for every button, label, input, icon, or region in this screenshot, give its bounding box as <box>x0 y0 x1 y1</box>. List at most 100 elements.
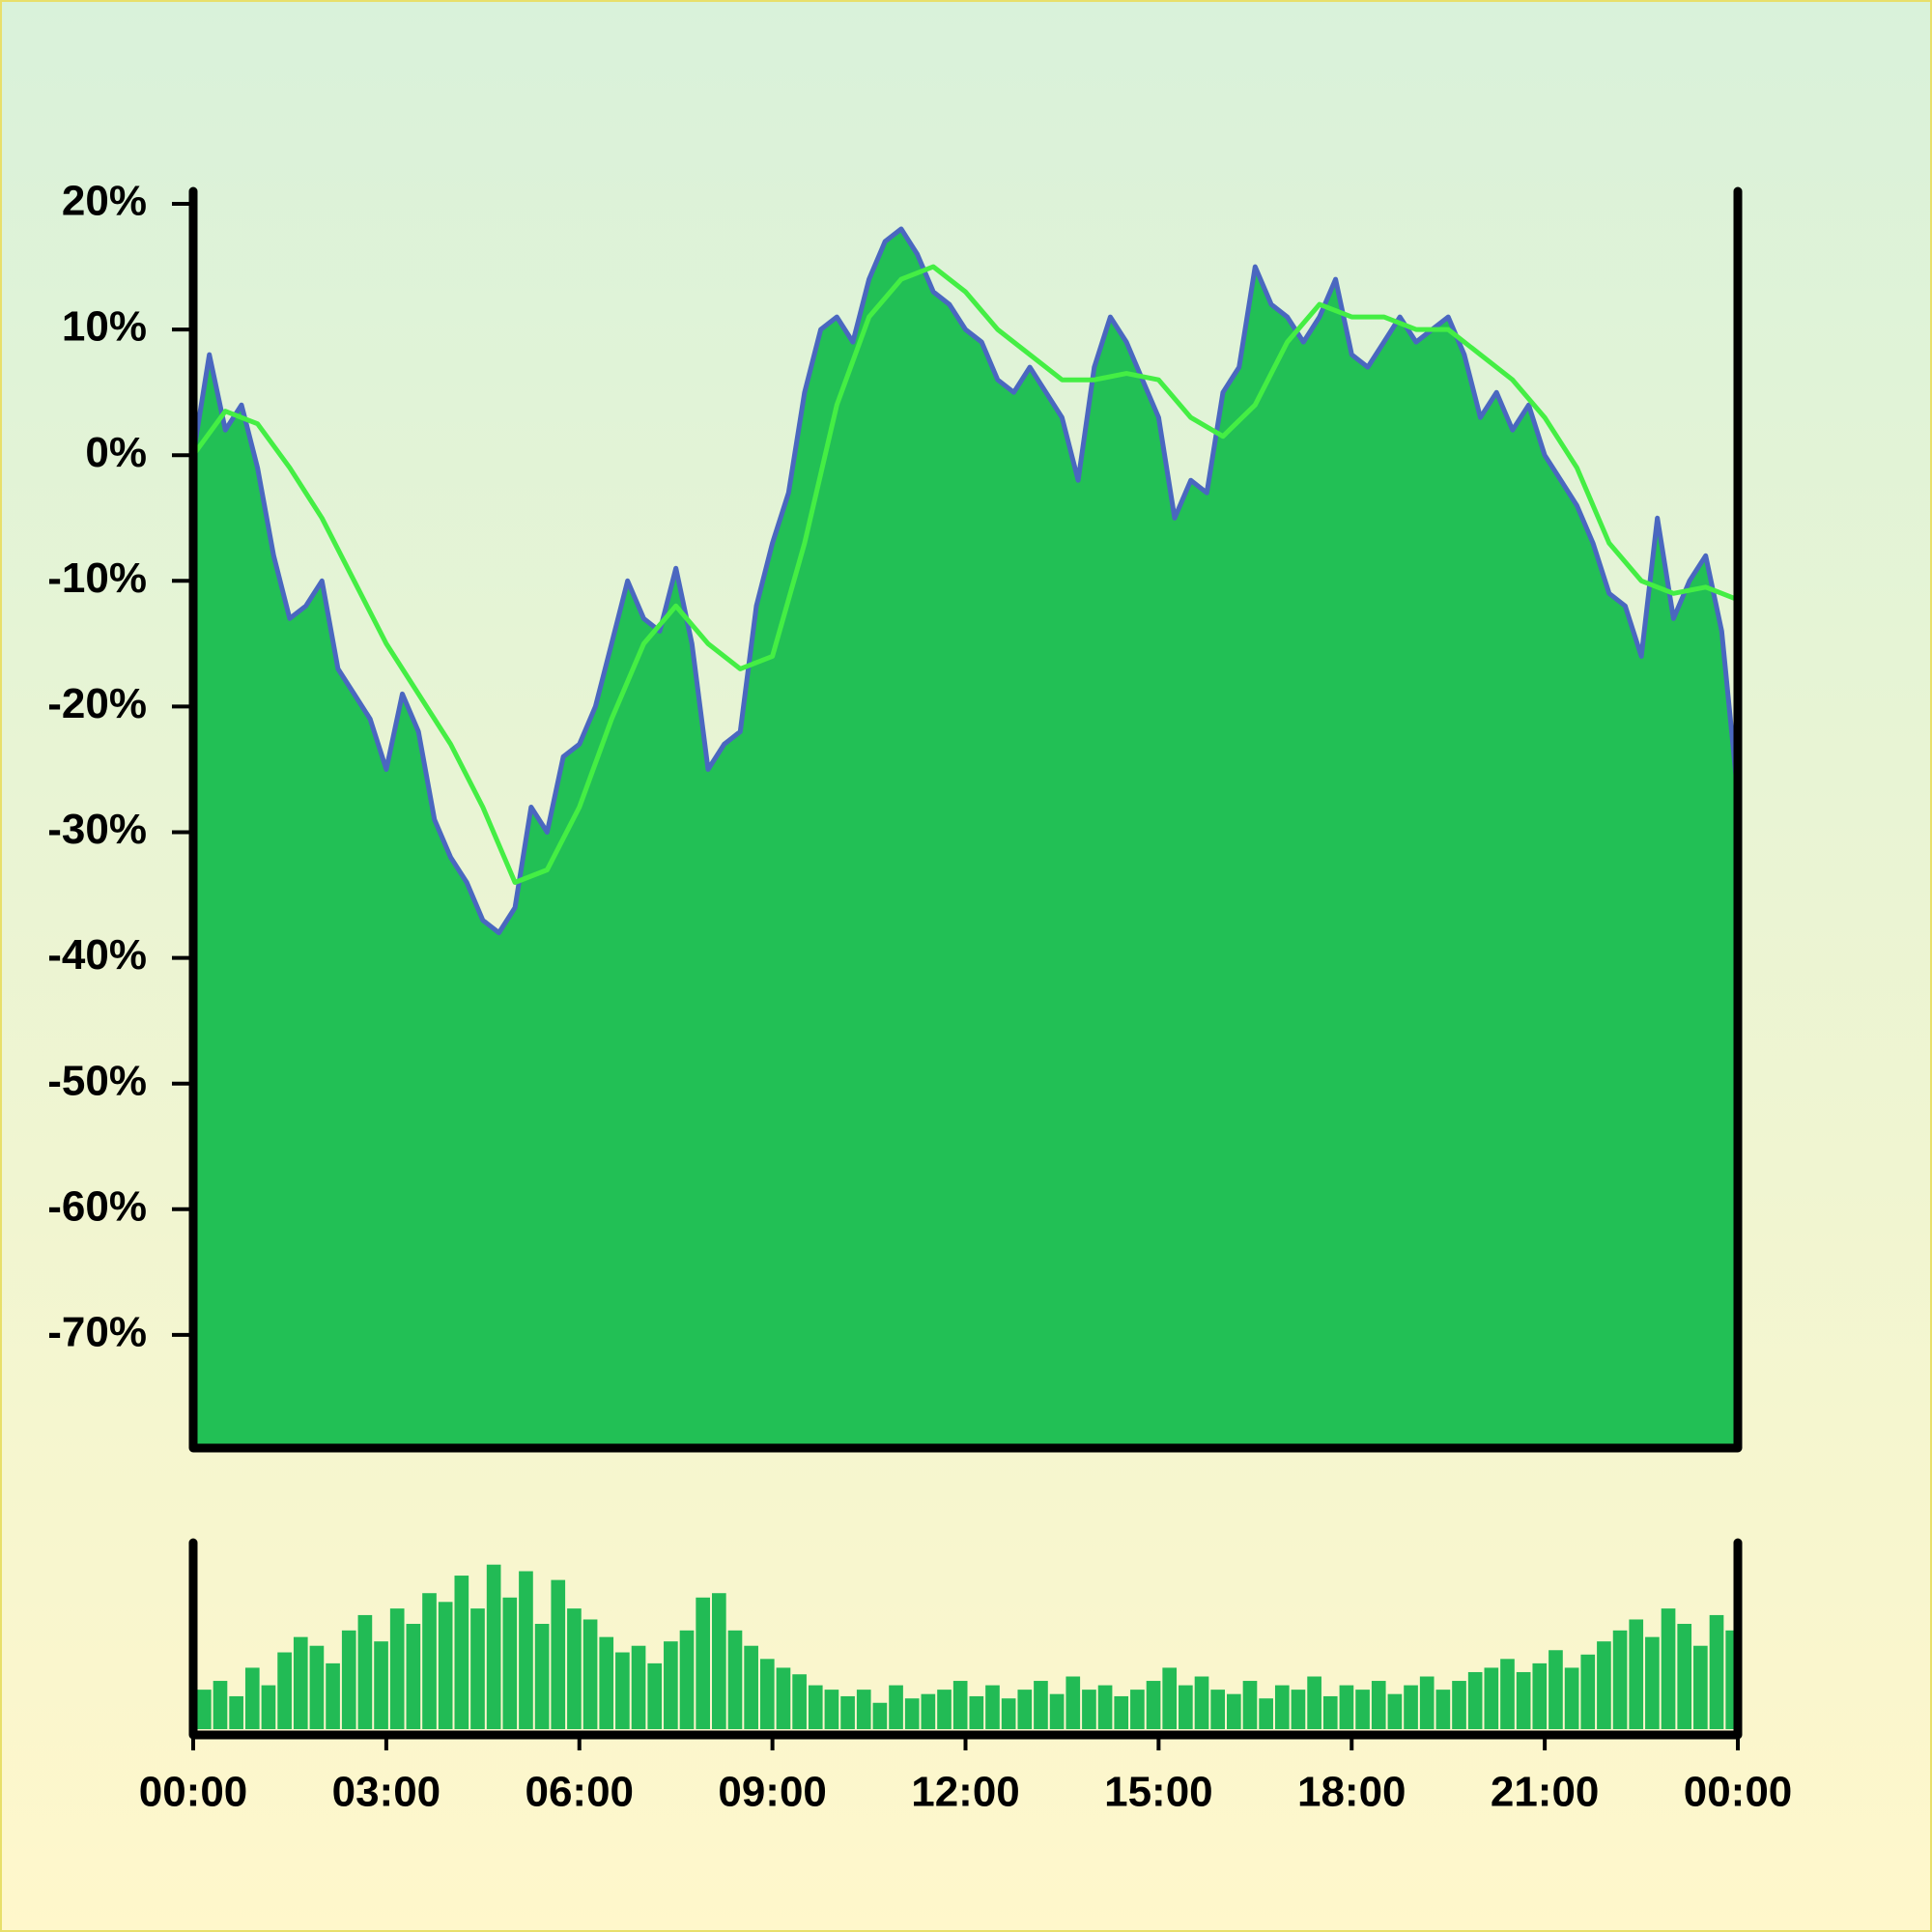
average-line <box>190 264 1739 885</box>
volume-bar <box>808 1685 823 1729</box>
y-tick-label: 0% <box>85 429 147 476</box>
volume-bar <box>551 1579 566 1729</box>
volume-bar <box>872 1702 888 1729</box>
price-line <box>190 226 1741 936</box>
area-fill <box>193 229 1738 1448</box>
volume-bar <box>889 1685 903 1729</box>
volume-bar <box>1227 1693 1241 1729</box>
volume-bar <box>1387 1693 1403 1729</box>
volume-bar <box>647 1662 663 1729</box>
volume-bar <box>1114 1695 1129 1729</box>
volume-bar <box>1532 1662 1548 1729</box>
volume-bar <box>1001 1698 1016 1729</box>
volume-bar <box>1629 1619 1644 1729</box>
volume-bar <box>229 1695 243 1729</box>
axis-frame <box>188 1538 1743 1740</box>
volume-bar <box>937 1690 952 1729</box>
volume-bar <box>1435 1690 1451 1729</box>
x-tick-label: 06:00 <box>525 1769 634 1816</box>
x-tick-label: 15:00 <box>1104 1769 1213 1816</box>
y-tick-label: -30% <box>47 806 147 853</box>
volume-bar <box>326 1662 340 1729</box>
volume-bar <box>969 1695 984 1729</box>
volume-bar <box>679 1630 695 1729</box>
volume-bar <box>197 1690 212 1729</box>
volume-bar <box>1065 1676 1081 1729</box>
volume-bar <box>406 1624 421 1729</box>
volume-bar <box>1548 1650 1563 1729</box>
y-tick-label: -50% <box>47 1057 147 1104</box>
volume-bar <box>1500 1659 1515 1729</box>
volume-bar <box>1677 1624 1692 1729</box>
x-tick-label: 00:00 <box>1684 1769 1793 1816</box>
volume-bar <box>824 1690 839 1729</box>
volume-bar <box>341 1630 356 1729</box>
volume-bar <box>1259 1698 1273 1729</box>
volume-bar <box>389 1608 405 1729</box>
volume-bar <box>309 1645 325 1729</box>
volume-bar <box>486 1564 501 1729</box>
volume-bar <box>374 1641 388 1729</box>
y-tick-label: -60% <box>47 1182 147 1230</box>
volume-bar <box>1355 1690 1370 1729</box>
volume-bar <box>696 1597 710 1729</box>
volume-bar <box>1580 1654 1596 1729</box>
volume-bar <box>776 1667 791 1729</box>
volume-bar <box>582 1619 598 1729</box>
volume-bar <box>744 1645 758 1729</box>
y-tick-label: -70% <box>47 1309 147 1356</box>
x-tick-label: 18:00 <box>1297 1769 1406 1816</box>
volume-bar <box>952 1681 968 1729</box>
volume-bar <box>1097 1685 1113 1729</box>
y-tick-label: -10% <box>47 554 147 602</box>
volume-bar <box>664 1641 678 1729</box>
volume-bar <box>1564 1667 1579 1729</box>
volume-bar <box>712 1593 726 1729</box>
volume-bar <box>1274 1685 1290 1729</box>
volume-bar <box>792 1674 807 1729</box>
volume-bar <box>1452 1681 1466 1729</box>
y-tick-label: 20% <box>62 178 147 225</box>
volume-bar <box>277 1652 292 1729</box>
volume-bar <box>1339 1685 1354 1729</box>
volume-bar <box>599 1636 614 1729</box>
volume-bar <box>1645 1636 1660 1729</box>
volume-bar <box>422 1593 437 1729</box>
volume-bar <box>357 1614 373 1729</box>
volume-bar <box>438 1602 453 1729</box>
volume-bar <box>519 1571 533 1729</box>
y-tick-label: 10% <box>62 303 147 351</box>
volume-bar <box>1322 1695 1338 1729</box>
volume-bar <box>1709 1614 1724 1729</box>
volume-bar <box>1017 1690 1033 1729</box>
volume-bar <box>567 1608 582 1729</box>
y-tick-label: -20% <box>47 680 147 727</box>
y-tick-label: -40% <box>47 931 147 979</box>
volume-bar <box>213 1681 228 1729</box>
volume-bar <box>1661 1608 1676 1729</box>
plot-layer: 20% 10% 0% -10% -20% -30% -40% -50% -60% -70% 00:0… <box>47 178 1792 1816</box>
volume-bar <box>1082 1690 1096 1729</box>
volume-bar <box>1130 1690 1145 1729</box>
volume-bar <box>631 1645 646 1729</box>
volume-bar <box>534 1624 550 1729</box>
volume-bar <box>1049 1693 1065 1729</box>
volume-bar <box>904 1698 920 1729</box>
volume-bar <box>1242 1681 1258 1729</box>
volume-bar <box>1516 1671 1531 1729</box>
volume-bar <box>244 1667 260 1729</box>
volume-bar <box>615 1652 630 1729</box>
volume-bar <box>1194 1676 1209 1729</box>
volume-bar <box>840 1695 855 1729</box>
volume-bar <box>1467 1671 1483 1729</box>
volume-bar <box>1034 1681 1048 1729</box>
volume-bar <box>727 1630 743 1729</box>
volume-bar <box>1146 1681 1161 1729</box>
volume-bar <box>1210 1690 1225 1729</box>
volume-bar <box>293 1636 308 1729</box>
volume-bar <box>1597 1641 1611 1729</box>
volume-bar <box>1179 1685 1193 1729</box>
x-tick-label: 12:00 <box>911 1769 1020 1816</box>
